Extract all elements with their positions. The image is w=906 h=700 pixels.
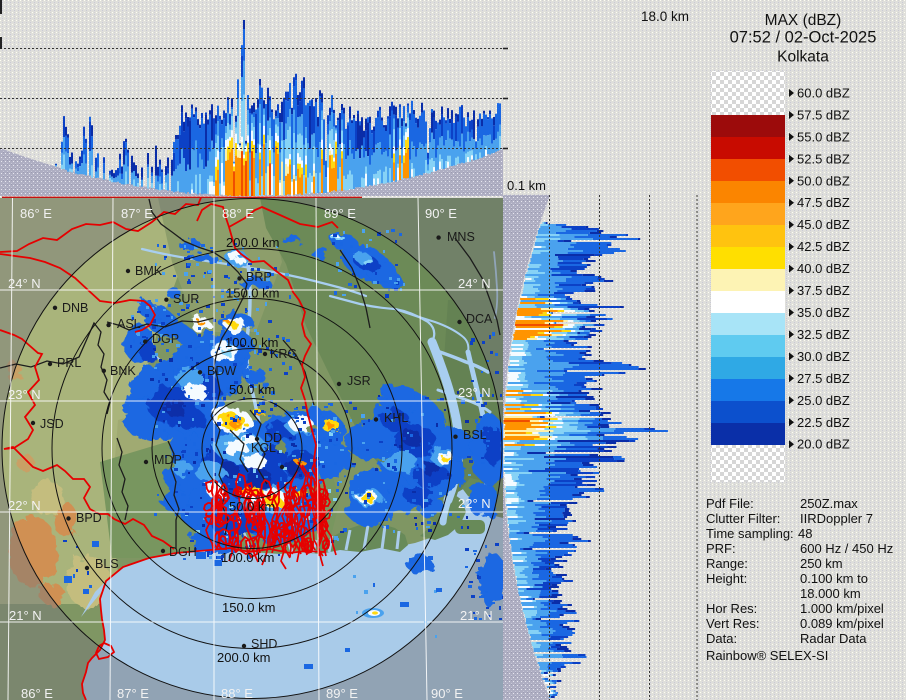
svg-text:250 km: 250 km: [800, 556, 843, 571]
svg-text:Kolkata: Kolkata: [777, 49, 829, 66]
svg-text:86° E: 86° E: [21, 686, 53, 700]
svg-text:BPD: BPD: [76, 511, 102, 525]
svg-text:42.5 dBZ: 42.5 dBZ: [797, 239, 850, 254]
svg-text:KOL: KOL: [251, 441, 276, 455]
svg-text:24° N: 24° N: [458, 276, 491, 291]
svg-text:SHD: SHD: [251, 637, 277, 651]
svg-text:Height:: Height:: [706, 571, 747, 586]
svg-text:Vert Res:: Vert Res:: [706, 616, 759, 631]
svg-text:24° N: 24° N: [8, 276, 41, 291]
svg-text:BLS: BLS: [95, 557, 119, 571]
svg-text:PRL: PRL: [57, 356, 81, 370]
svg-text:18.000 km: 18.000 km: [800, 586, 861, 601]
svg-text:DNB: DNB: [62, 301, 88, 315]
svg-text:40.0 dBZ: 40.0 dBZ: [797, 261, 850, 276]
svg-text:100.0 km: 100.0 km: [225, 335, 278, 350]
svg-text:87° E: 87° E: [121, 206, 153, 221]
svg-text:JSD: JSD: [40, 417, 64, 431]
svg-text:07:52 / 02-Oct-2025: 07:52 / 02-Oct-2025: [730, 29, 877, 47]
svg-text:Radar Data: Radar Data: [800, 631, 867, 646]
svg-text:PRF:: PRF:: [706, 541, 736, 556]
svg-text:600 Hz / 450 Hz: 600 Hz / 450 Hz: [800, 541, 893, 556]
svg-text:21° N: 21° N: [9, 608, 42, 623]
svg-text:89° E: 89° E: [326, 686, 358, 700]
svg-text:50.0 dBZ: 50.0 dBZ: [797, 173, 850, 188]
svg-text:DD: DD: [264, 431, 282, 445]
svg-text:1.000 km/pixel: 1.000 km/pixel: [800, 601, 884, 616]
svg-text:60.0 dBZ: 60.0 dBZ: [797, 86, 850, 101]
svg-text:Time sampling:: Time sampling:: [706, 526, 794, 541]
svg-text:DGH: DGH: [169, 545, 197, 559]
svg-text:21° N: 21° N: [460, 608, 493, 623]
svg-text:SUR: SUR: [173, 292, 199, 306]
svg-text:90° E: 90° E: [431, 686, 463, 700]
svg-text:MDP: MDP: [154, 453, 182, 467]
svg-text:35.0 dBZ: 35.0 dBZ: [797, 305, 850, 320]
svg-text:200.0 km: 200.0 km: [226, 235, 279, 250]
svg-text:89° E: 89° E: [324, 206, 356, 221]
svg-text:BDW: BDW: [207, 364, 236, 378]
svg-text:Hor Res:: Hor Res:: [706, 601, 757, 616]
svg-text:22° N: 22° N: [458, 496, 491, 511]
svg-text:IIRDoppler 7: IIRDoppler 7: [800, 511, 873, 526]
svg-text:150.0 km: 150.0 km: [226, 286, 279, 301]
svg-text:22.5 dBZ: 22.5 dBZ: [797, 415, 850, 430]
svg-text:Clutter Filter:: Clutter Filter:: [706, 511, 780, 526]
svg-text:32.5 dBZ: 32.5 dBZ: [797, 327, 850, 342]
svg-text:Pdf File:: Pdf File:: [706, 496, 754, 511]
svg-text:57.5 dBZ: 57.5 dBZ: [797, 108, 850, 123]
svg-text:23° N: 23° N: [458, 385, 491, 400]
svg-text:MAX (dBZ): MAX (dBZ): [765, 12, 842, 29]
svg-text:KRG: KRG: [270, 347, 297, 361]
svg-text:20.0 dBZ: 20.0 dBZ: [797, 437, 850, 452]
svg-text:86° E: 86° E: [20, 206, 52, 221]
svg-text:0.089 km/pixel: 0.089 km/pixel: [800, 616, 884, 631]
svg-text:Data:: Data:: [706, 631, 737, 646]
svg-text:MNS: MNS: [447, 230, 475, 244]
svg-text:0.1 km: 0.1 km: [507, 178, 546, 193]
svg-text:Rainbow® SELEX-SI: Rainbow® SELEX-SI: [706, 648, 828, 663]
svg-text:200.0 km: 200.0 km: [217, 650, 270, 665]
svg-text:88° E: 88° E: [221, 686, 253, 700]
svg-text:30.0 dBZ: 30.0 dBZ: [797, 349, 850, 364]
svg-text:50.0 km: 50.0 km: [229, 499, 275, 514]
svg-text:0.100 km to: 0.100 km to: [800, 571, 868, 586]
svg-text:BRP: BRP: [246, 270, 272, 284]
svg-text:DGP: DGP: [152, 332, 179, 346]
svg-text:50.0 km: 50.0 km: [229, 382, 275, 397]
svg-text:JSR: JSR: [347, 374, 371, 388]
svg-text:100.0 km: 100.0 km: [221, 550, 274, 565]
svg-text:ASL: ASL: [117, 317, 141, 331]
svg-text:Range:: Range:: [706, 556, 748, 571]
svg-text:BMK: BMK: [135, 264, 163, 278]
svg-text:DCA: DCA: [466, 312, 493, 326]
svg-text:45.0 dBZ: 45.0 dBZ: [797, 217, 850, 232]
svg-text:52.5 dBZ: 52.5 dBZ: [797, 151, 850, 166]
svg-text:87° E: 87° E: [117, 686, 149, 700]
svg-text:88° E: 88° E: [222, 206, 254, 221]
svg-text:KHL: KHL: [384, 411, 408, 425]
svg-text:22° N: 22° N: [8, 498, 41, 513]
svg-text:55.0 dBZ: 55.0 dBZ: [797, 129, 850, 144]
svg-text:37.5 dBZ: 37.5 dBZ: [797, 283, 850, 298]
svg-text:150.0 km: 150.0 km: [222, 600, 275, 615]
svg-text:25.0 dBZ: 25.0 dBZ: [797, 393, 850, 408]
svg-text:250Z.max: 250Z.max: [800, 496, 858, 511]
svg-text:48: 48: [798, 526, 812, 541]
svg-text:BSL: BSL: [463, 428, 487, 442]
svg-text:18.0 km: 18.0 km: [641, 9, 689, 24]
svg-text:27.5 dBZ: 27.5 dBZ: [797, 371, 850, 386]
svg-text:BNK: BNK: [110, 364, 136, 378]
svg-text:23° N: 23° N: [8, 387, 41, 402]
svg-text:90° E: 90° E: [425, 206, 457, 221]
svg-text:47.5 dBZ: 47.5 dBZ: [797, 195, 850, 210]
